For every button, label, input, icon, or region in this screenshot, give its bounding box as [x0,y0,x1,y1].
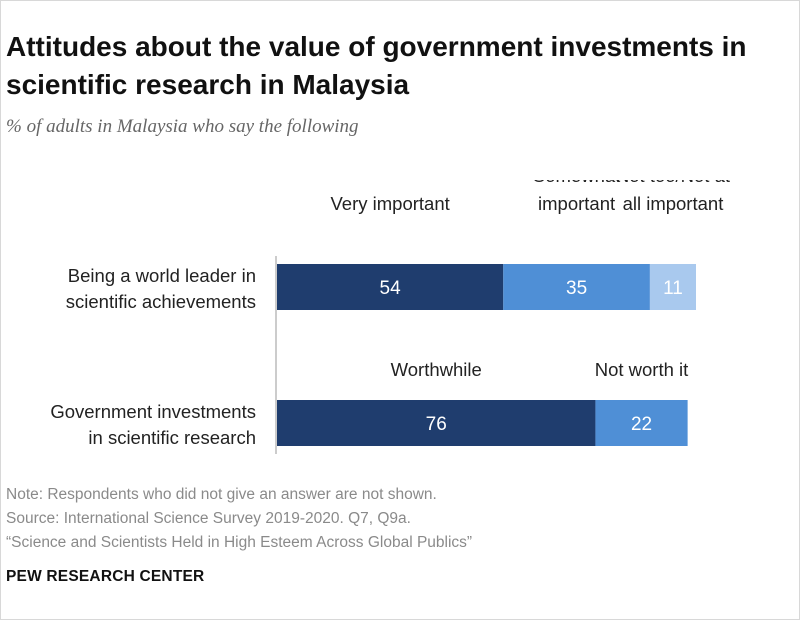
legend-label-line: Not too/Not at [616,180,730,186]
publisher-logo-text: PEW RESEARCH CENTER [6,568,205,585]
legend-label-line: Somewhat [533,180,620,186]
bar-value-label: 22 [631,414,652,435]
chart-subtitle: % of adults in Malaysia who say the foll… [6,116,359,137]
source-text: Source: International Science Survey 201… [6,510,411,527]
bar-segment [503,264,650,310]
legend-label-line: Very important [330,193,449,214]
bar-segment [649,264,696,310]
bar-value-label: 54 [380,278,402,299]
category-label: Being a world leader in scientific achiev… [66,265,256,312]
legend-label-line: Not worth it [595,359,689,380]
stacked-bar-chart: Being a world leader in scientific achiev… [50,180,730,454]
category-label-line: Being a world leader in [68,265,256,286]
legend-label-line: Worthwhile [391,359,482,380]
bar-segment [277,400,596,446]
legend-label: Not too/Not at all important [616,180,730,214]
legend-label: Worthwhile [391,359,482,380]
bar-value-label: 35 [566,278,587,299]
category-label-line: Government investments [50,401,256,422]
bar-value-label: 76 [426,414,447,435]
legend-label-line: important [538,193,615,214]
bar-segment [595,400,688,446]
note-text: Note: Respondents who did not give an an… [6,486,437,503]
bar-segment [277,264,504,310]
category-label-line: in scientific research [88,427,256,448]
chart-title: Attitudes about the value of government … [6,31,747,100]
bar-value-label: 11 [663,278,683,299]
category-label-line: scientific achievements [66,291,256,312]
legend-label: Not worth it [595,359,689,380]
legend-label: Very important [330,193,449,214]
report-text: “Science and Scientists Held in High Est… [6,534,473,551]
chart-notes: Note: Respondents who did not give an an… [6,483,472,555]
legend-label-line: all important [623,193,724,214]
category-label: Government investments in scientific rese… [50,401,256,448]
legend-label: Somewhat important [533,180,620,214]
